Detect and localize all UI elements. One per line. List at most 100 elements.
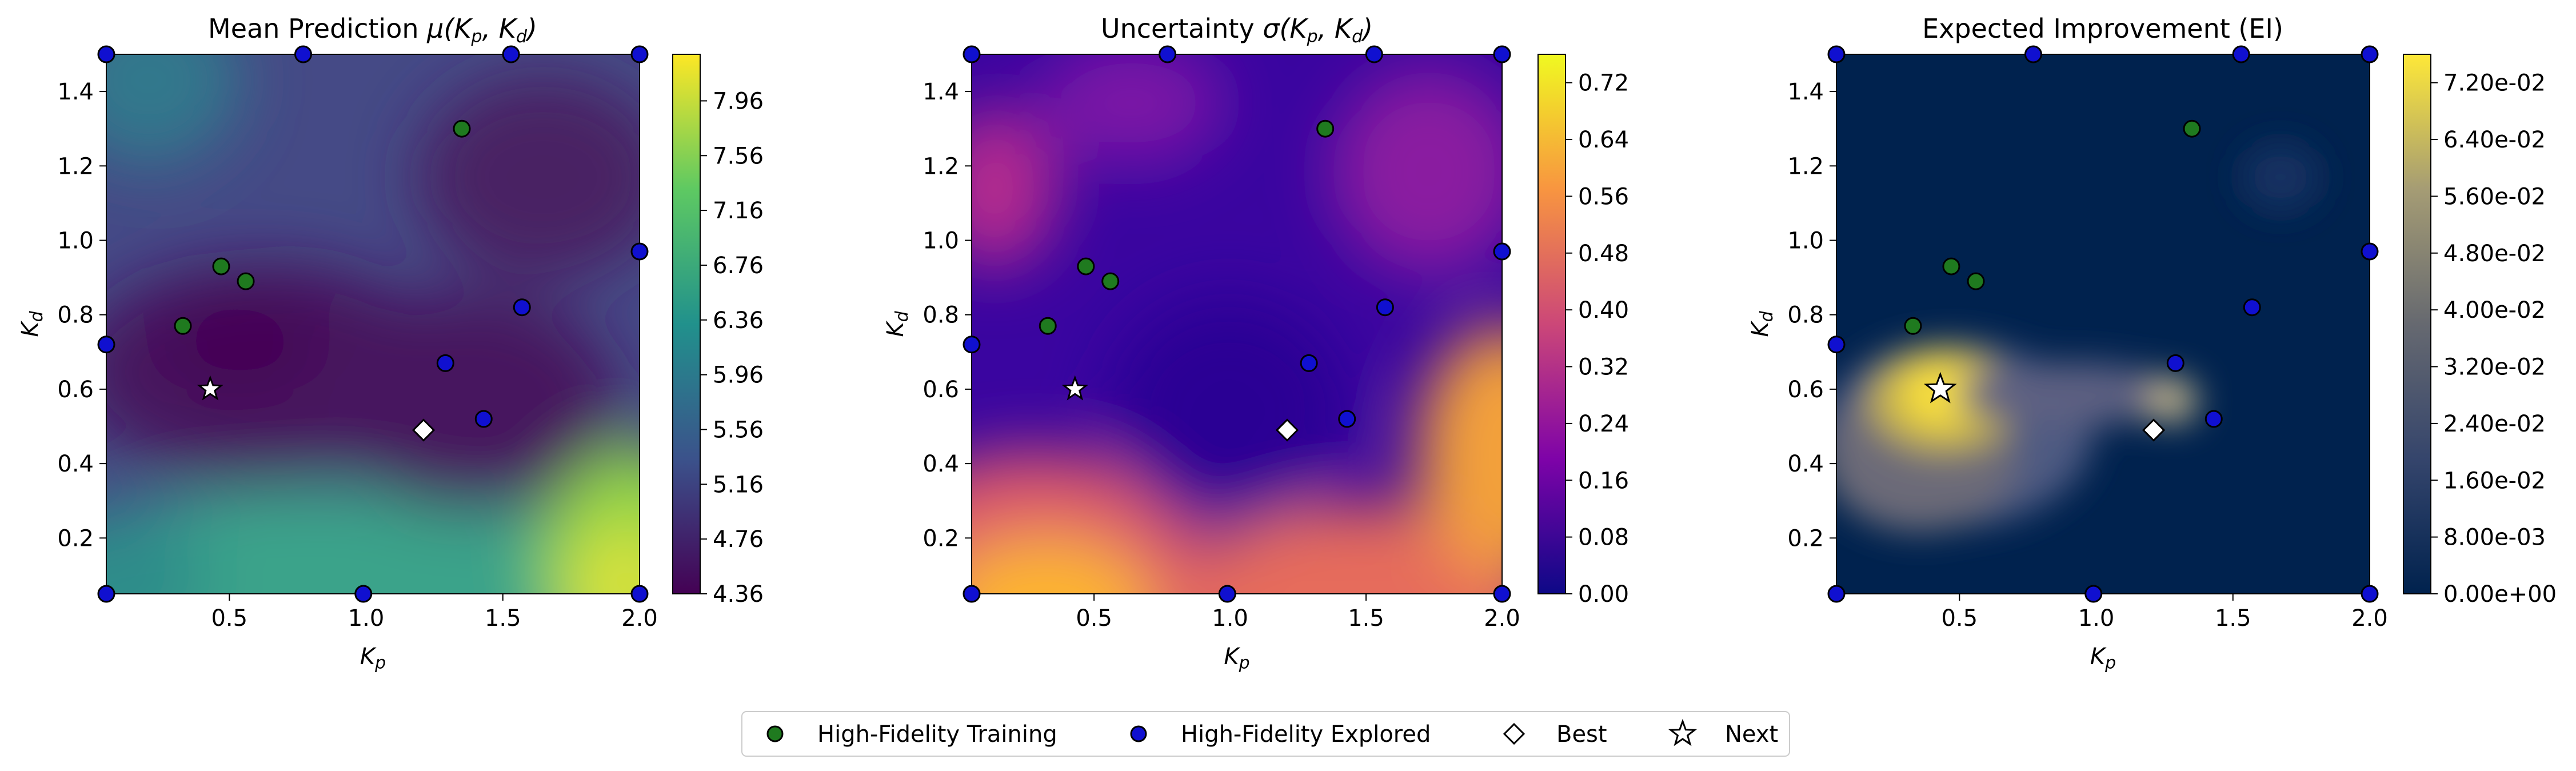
explored-point <box>1827 335 1846 354</box>
training-point <box>1316 119 1335 138</box>
training-point <box>453 119 471 138</box>
colorbar-tick-label: 5.96 <box>713 362 764 389</box>
legend-label: High-Fidelity Explored <box>1181 721 1431 748</box>
explored-point <box>2084 585 2103 603</box>
colorbar-tick-label: 1.60e-02 <box>2443 468 2546 494</box>
explored-point <box>1493 585 1511 603</box>
y-tick-label: 0.4 <box>922 451 959 477</box>
next-point <box>1061 375 1088 401</box>
y-tick-label: 1.4 <box>57 79 94 105</box>
y-tick-label: 0.6 <box>922 377 959 403</box>
explored-point <box>474 410 493 428</box>
y-axis-label: Kd​ <box>1747 310 1777 337</box>
x-tick-label: 1.5 <box>485 605 521 632</box>
colorbar-tick-label: 2.40e-02 <box>2443 411 2546 437</box>
x-tick-label: 0.5 <box>211 605 247 632</box>
training-point <box>237 272 255 290</box>
colorbar <box>1537 54 1566 594</box>
explored-point <box>1493 242 1511 261</box>
training-point <box>2183 119 2201 138</box>
y-tick-label: 0.2 <box>922 525 959 552</box>
explored-point <box>1376 298 1394 317</box>
y-tick-label: 0.4 <box>57 451 94 477</box>
y-tick-label: 1.4 <box>922 79 959 105</box>
legend-frame <box>741 711 1790 757</box>
next-point <box>1924 371 1957 404</box>
x-axis-label: Kp​ <box>360 644 386 673</box>
explored-point <box>2361 585 2379 603</box>
chart-panel-2: Uncertainty σ(Kp​, Kd​) 0.5 1.0 1.5 2.0 0.2 0.… <box>882 13 1629 673</box>
explored-point <box>2166 354 2184 372</box>
colorbar-tick-label: 4.80e-02 <box>2443 241 2546 267</box>
training-point <box>212 257 230 275</box>
best-point <box>412 418 436 442</box>
explored-point <box>1827 45 1846 63</box>
best-point <box>1275 418 1299 442</box>
explored-point <box>962 45 981 63</box>
training-point <box>1039 317 1057 335</box>
colorbar-tick-label: 7.16 <box>713 198 764 224</box>
explored-point <box>962 335 981 354</box>
legend-circle-marker <box>766 725 784 742</box>
legend-item: High-Fidelity Explored <box>1130 721 1431 748</box>
explored-point <box>1365 45 1383 63</box>
panel-title: Mean Prediction μ(Kp​, Kd​) <box>208 13 537 47</box>
x-tick-label: 2.0 <box>1484 605 1520 632</box>
panel-title: Uncertainty σ(Kp​, Kd​) <box>1101 13 1373 47</box>
y-tick-label: 1.0 <box>57 228 94 254</box>
x-tick-label: 1.5 <box>1348 605 1384 632</box>
x-tick-label: 0.5 <box>1941 605 1978 632</box>
explored-point <box>1300 354 1318 372</box>
explored-point <box>97 45 115 63</box>
heatmap-uncertainty <box>972 54 1502 594</box>
x-tick-label: 1.0 <box>1212 605 1248 632</box>
colorbar-tick-label: 0.48 <box>1578 241 1629 267</box>
y-tick-label: 0.6 <box>57 377 94 403</box>
scatter-layer <box>97 45 649 603</box>
x-tick-label: 0.5 <box>1076 605 1112 632</box>
y-tick-label: 0.2 <box>1787 525 1824 552</box>
legend-item: Next <box>1668 718 1778 748</box>
legend-item: High-Fidelity Training <box>766 721 1057 748</box>
legend-label: High-Fidelity Training <box>817 721 1057 748</box>
legend-star-marker <box>1668 718 1698 746</box>
y-tick-label: 0.4 <box>1787 451 1824 477</box>
y-tick-label: 1.2 <box>922 153 959 179</box>
y-tick-label: 0.8 <box>1787 302 1824 329</box>
x-tick-label: 2.0 <box>621 605 658 632</box>
explored-point <box>1827 585 1846 603</box>
axes-frame <box>971 54 1503 594</box>
y-tick-label: 1.0 <box>922 228 959 254</box>
explored-point <box>502 45 520 63</box>
scatter-layer <box>1827 45 2379 603</box>
chart-panel-1: Mean Prediction μ(Kp​, Kd​) 0.5 1.0 1.5 2.0 0… <box>17 13 764 673</box>
training-point <box>1904 317 1922 335</box>
chart-panel-3: Expected Improvement (EI) 0.5 1.0 1.5 2.0 0.2… <box>1747 13 2557 673</box>
explored-point <box>97 585 115 603</box>
scatter-layer <box>962 45 1511 603</box>
explored-point <box>1159 45 1177 63</box>
colorbar-tick-label: 0.32 <box>1578 354 1629 381</box>
colorbar-tick-label: 5.16 <box>713 472 764 498</box>
legend-item: Best <box>1503 721 1607 748</box>
x-tick-label: 1.0 <box>348 605 385 632</box>
colorbar-tick-label: 4.00e-02 <box>2443 297 2546 323</box>
explored-point <box>2204 410 2223 428</box>
legend-circle-marker <box>1130 725 1147 742</box>
best-point <box>2142 418 2166 442</box>
colorbar-tick-label: 0.16 <box>1578 468 1629 494</box>
x-tick-label: 1.0 <box>2078 605 2115 632</box>
colorbar-tick-label: 6.76 <box>713 253 764 279</box>
explored-point <box>97 335 115 354</box>
explored-point <box>513 298 531 317</box>
next-point <box>197 375 223 401</box>
explored-point <box>2024 45 2042 63</box>
colorbar-tick-label: 3.20e-02 <box>2443 354 2546 381</box>
colorbar-tick-label: 7.20e-02 <box>2443 70 2546 97</box>
y-tick-label: 0.8 <box>57 302 94 329</box>
heatmap-ei <box>1836 54 2370 594</box>
axes-frame <box>106 54 640 594</box>
y-axis-label: Kd​ <box>17 310 47 337</box>
colorbar-tick-label: 6.40e-02 <box>2443 127 2546 153</box>
